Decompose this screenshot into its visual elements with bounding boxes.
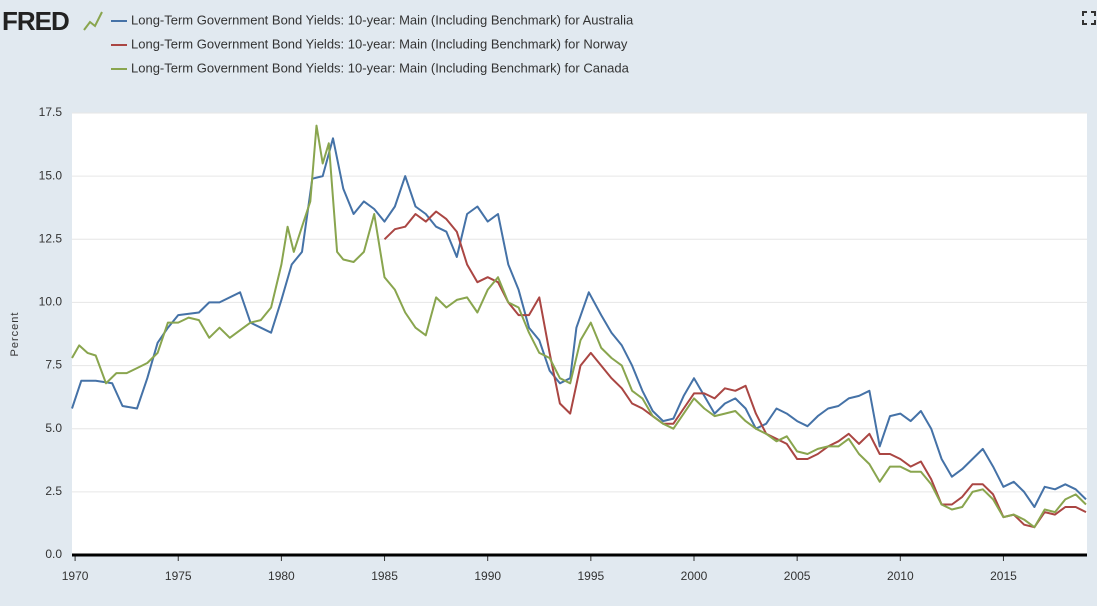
fullscreen-path[interactable] [1082,11,1096,25]
x-tick-label: 1985 [371,569,398,583]
x-tick-label: 1980 [268,569,295,583]
plot-area [72,113,1087,555]
legend-label: Long-Term Government Bond Yields: 10-yea… [131,36,628,51]
x-tick-label: 2010 [887,569,914,583]
logo: FRED [2,6,69,36]
line [383,210,1087,529]
legend-label: Long-Term Government Bond Yields: 10-yea… [131,60,630,75]
logo-icon [83,11,103,31]
x-tick-label: 2015 [990,569,1017,583]
line [71,124,1087,529]
y-tick-label: 15.0 [39,168,63,182]
x-tick-label: 1990 [474,569,501,583]
legend-label: Long-Term Government Bond Yields: 10-yea… [131,12,634,27]
y-tick-label: 0.0 [45,547,62,561]
y-axis-label: Percent [9,312,21,357]
x-tick-label: 2005 [784,569,811,583]
y-tick-label: 17.5 [39,105,63,119]
x-tick-label: 1970 [62,569,89,583]
y-tick-label: 12.5 [39,231,63,245]
line [71,137,1087,508]
x-tick-label: 2000 [681,569,708,583]
y-tick-label: 10.0 [39,295,63,309]
y-tick-label: 7.5 [45,358,62,372]
y-tick-label: 2.5 [45,484,62,498]
x-tick-label: 1995 [577,569,604,583]
y-tick-label: 5.0 [45,421,62,435]
x-tick-label: 1975 [165,569,192,583]
fullscreen-icon[interactable] [1082,11,1096,25]
